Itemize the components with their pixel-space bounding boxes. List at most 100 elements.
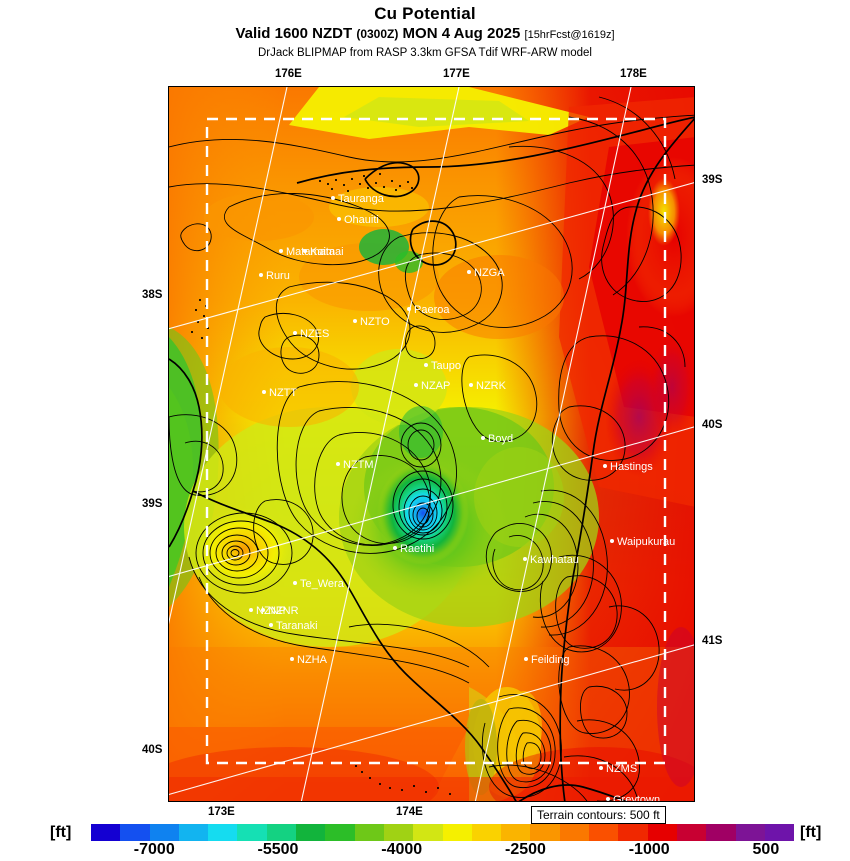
station-label-nztt: NZTT (262, 387, 297, 399)
station-label-greytown: Greytown (606, 794, 660, 801)
station-label-nznr: NZNR (261, 605, 299, 617)
station-dot-icon (469, 383, 473, 388)
station-name: NZAP (421, 380, 451, 392)
station-dot-icon (336, 462, 340, 467)
lat-label-39S-right: 39S (702, 174, 723, 186)
colorbar-swatch-0 (91, 824, 121, 841)
colorbar-swatch-7 (296, 824, 326, 841)
station-name: Taranaki (276, 620, 318, 632)
station-dot-icon (303, 249, 307, 254)
lon-label-173E: 173E (208, 806, 235, 818)
colorbar-swatch-12 (442, 824, 472, 841)
lat-label-40S-left: 40S (142, 744, 163, 756)
lat-label-40S-right: 40S (702, 419, 723, 431)
colorbar-swatch-4 (208, 824, 238, 841)
station-name: Te_Wera (300, 578, 344, 590)
station-name: Hastings (610, 461, 653, 473)
station-name: NZNP (256, 605, 286, 617)
station-dot-icon (279, 249, 283, 254)
station-dot-icon (290, 657, 294, 662)
lon-label-176E: 176E (275, 68, 302, 80)
colorbar-swatch-14 (501, 824, 531, 841)
station-name: NZRK (476, 380, 506, 392)
station-label-nzrk: NZRK (469, 380, 506, 392)
station-dot-icon (523, 557, 527, 562)
station-label-taranaki: Taranaki (269, 620, 318, 632)
colorbar-swatch-9 (354, 824, 384, 841)
station-dot-icon (331, 196, 335, 201)
colorbar-swatch-20 (676, 824, 707, 841)
station-label-ruru: Ruru (259, 270, 290, 282)
valid-time-utc: (0300Z) (356, 27, 399, 41)
station-name: Waipukurau (617, 536, 676, 548)
station-dot-icon (293, 331, 297, 336)
colorbar-swatch-22 (735, 824, 765, 841)
map-svg (169, 87, 694, 801)
station-name: NZMS (606, 763, 638, 775)
station-dot-icon (424, 363, 428, 368)
station-dot-icon (606, 797, 610, 801)
model-line: DrJack BLIPMAP from RASP 3.3km GFSA Tdif… (257, 47, 592, 59)
station-dot-icon (293, 581, 297, 586)
station-dot-icon (407, 307, 411, 312)
station-label-nzes: NZES (293, 328, 329, 340)
colorbar-swatch-5 (237, 824, 267, 841)
lat-label-38S-left: 38S (142, 289, 163, 301)
station-dot-icon (599, 766, 603, 771)
station-label-matamata: Matamata (279, 246, 335, 258)
colorbar-swatch-13 (471, 824, 502, 841)
station-label-tauranga: Tauranga (331, 193, 384, 205)
colorbar-swatch-17 (589, 824, 619, 841)
station-label-taupo: Taupo (424, 360, 461, 372)
station-dot-icon (262, 390, 266, 395)
colorbar-swatch-1 (120, 824, 150, 841)
colorbar-swatch-19 (647, 824, 677, 841)
station-name: Ohauiti (344, 214, 379, 226)
forecast-hour: [15hrFcst@1619z] (524, 29, 615, 41)
colorbar-swatch-3 (178, 824, 209, 841)
station-dot-icon (261, 608, 265, 613)
colorbar-tick--4000: -4000 (381, 841, 423, 858)
station-name: NZES (300, 328, 330, 340)
valid-time-line: Valid 1600 NZDT (0300Z) MON 4 Aug 2025 [… (0, 24, 850, 45)
station-dot-icon (524, 657, 528, 662)
colorbar-swatch-11 (413, 824, 443, 841)
station-label-raetihi: Raetihi (393, 543, 434, 555)
station-name: Feilding (531, 654, 570, 666)
station-label-kawhatau: Kawhatau (523, 554, 579, 566)
station-name: Kaimai (310, 246, 344, 258)
forecast-map[interactable]: Tauranga Ohauiti Matamata Kaimai Ruru NZGA Pae… (168, 86, 695, 802)
station-dot-icon (269, 623, 273, 628)
station-name: NZTT (269, 387, 298, 399)
station-name: NZTM (343, 459, 374, 471)
station-label-paeroa: Paeroa (407, 304, 449, 316)
station-name: NZNR (268, 605, 299, 617)
colorbar-unit-left: [ft] (50, 824, 72, 841)
colorbar-swatch-18 (618, 824, 648, 841)
valid-time-date: MON 4 Aug 2025 (402, 25, 521, 42)
station-name: Kawhatau (530, 554, 579, 566)
station-dot-icon (603, 464, 607, 469)
station-name: Boyd (488, 433, 514, 445)
station-dot-icon (414, 383, 418, 388)
station-dot-icon (467, 270, 471, 275)
lon-label-177E: 177E (443, 68, 470, 80)
map-raster (169, 87, 694, 801)
station-name: Tauranga (338, 193, 384, 205)
station-name: Paeroa (414, 304, 450, 316)
station-label-feilding: Feilding (524, 654, 570, 666)
station-label-nzto: NZTO (353, 316, 390, 328)
colorbar-swatch-10 (383, 824, 414, 841)
station-dot-icon (259, 273, 263, 278)
station-dot-icon (337, 217, 341, 222)
station-label-boyd: Boyd (481, 433, 513, 445)
station-name: NZTO (360, 316, 390, 328)
colorbar: [ft] [ft] -7000-5500-4000-2500-100050020… (0, 824, 850, 860)
station-label-nznp: NZNP (249, 605, 286, 617)
colorbar-swatch-6 (266, 824, 297, 841)
station-label-nztm: NZTM (336, 459, 374, 471)
colorbar-swatch-21 (706, 824, 736, 841)
colorbar-swatch-16 (559, 824, 590, 841)
station-label-nzap: NZAP (414, 380, 450, 392)
colorbar-unit-right: [ft] (800, 824, 822, 841)
